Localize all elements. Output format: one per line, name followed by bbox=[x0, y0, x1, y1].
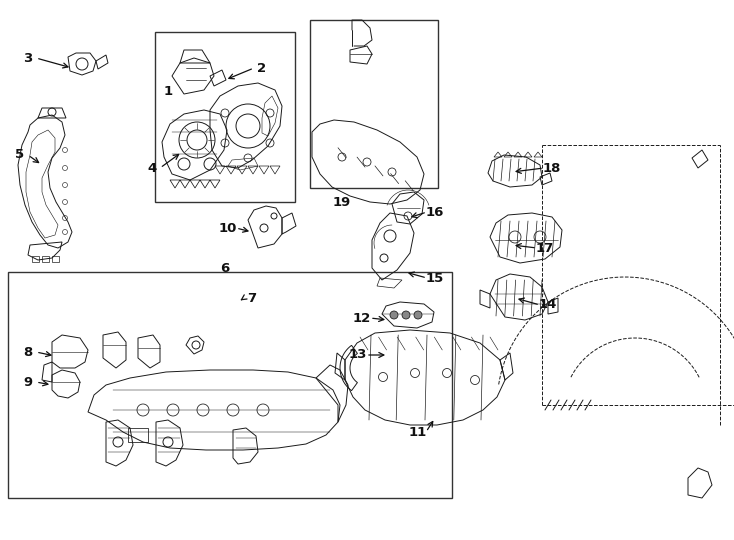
Text: 8: 8 bbox=[23, 346, 32, 359]
Text: 7: 7 bbox=[247, 292, 257, 305]
Text: 6: 6 bbox=[220, 261, 230, 274]
Text: 4: 4 bbox=[148, 161, 156, 174]
Bar bbox=[42, 256, 49, 262]
Circle shape bbox=[414, 311, 422, 319]
Text: 2: 2 bbox=[258, 62, 266, 75]
Text: 16: 16 bbox=[426, 206, 444, 219]
Text: 12: 12 bbox=[353, 312, 371, 325]
Text: 17: 17 bbox=[536, 241, 554, 254]
Bar bbox=[155, 32, 295, 202]
Text: 13: 13 bbox=[349, 348, 367, 361]
Bar bbox=[52, 256, 59, 262]
Text: 10: 10 bbox=[219, 221, 237, 234]
Text: 3: 3 bbox=[23, 51, 32, 64]
Text: 5: 5 bbox=[15, 148, 24, 161]
Text: 1: 1 bbox=[164, 85, 172, 98]
Circle shape bbox=[402, 311, 410, 319]
Text: 9: 9 bbox=[23, 375, 32, 388]
Bar bbox=[310, 20, 438, 188]
Circle shape bbox=[390, 311, 398, 319]
Text: 18: 18 bbox=[543, 161, 562, 174]
Text: 14: 14 bbox=[539, 299, 557, 312]
Bar bbox=[8, 272, 452, 498]
Bar bbox=[128, 428, 148, 442]
Bar bbox=[32, 256, 39, 262]
Text: 15: 15 bbox=[426, 272, 444, 285]
Text: 11: 11 bbox=[409, 426, 427, 438]
Text: 19: 19 bbox=[333, 195, 351, 208]
